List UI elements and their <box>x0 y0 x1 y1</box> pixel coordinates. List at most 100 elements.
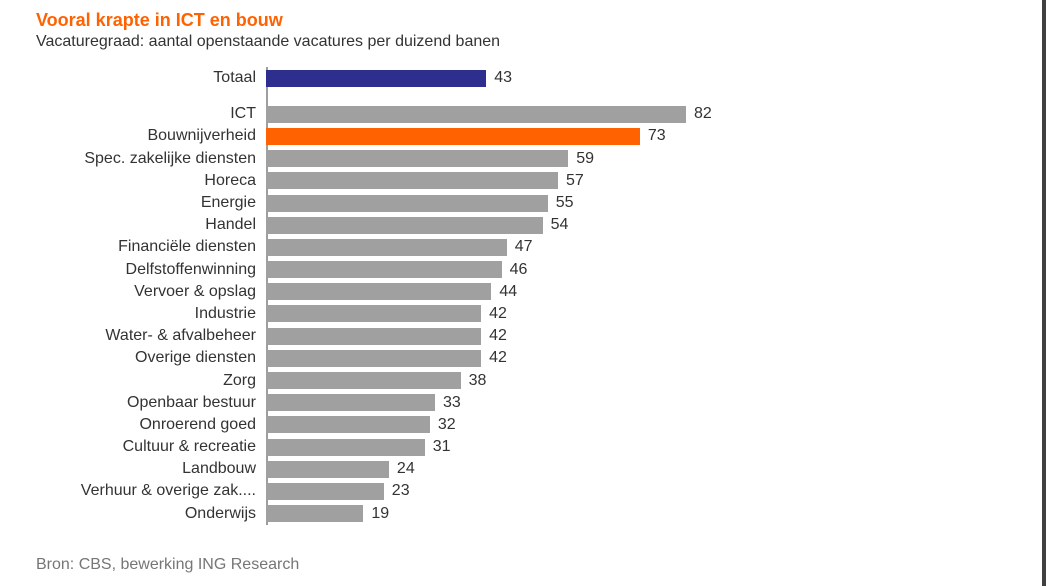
bar-row: Openbaar bestuur 33 <box>36 392 1012 414</box>
bar-value: 23 <box>384 482 410 500</box>
bar-value: 82 <box>686 105 712 123</box>
bar <box>266 239 507 256</box>
bar-value: 42 <box>481 327 507 345</box>
bar-value: 73 <box>640 127 666 145</box>
bar <box>266 350 481 367</box>
bar-zone: 43 <box>266 67 826 89</box>
bar-value: 55 <box>548 194 574 212</box>
bar-value: 42 <box>481 305 507 323</box>
bar-zone: 24 <box>266 458 826 480</box>
bar-value: 44 <box>491 283 517 301</box>
bar-value: 47 <box>507 238 533 256</box>
bar-zone: 54 <box>266 214 826 236</box>
bar <box>266 394 435 411</box>
category-label: Handel <box>36 216 266 234</box>
category-label: Energie <box>36 194 266 212</box>
bar-value: 38 <box>461 372 487 390</box>
chart-title: Vooral krapte in ICT en bouw <box>36 10 1012 31</box>
category-label: Financiële diensten <box>36 238 266 256</box>
bar <box>266 505 363 522</box>
category-label: Overige diensten <box>36 349 266 367</box>
bar-row: Delfstoffenwinning 46 <box>36 259 1012 281</box>
bar-zone: 73 <box>266 125 826 147</box>
category-label: Zorg <box>36 372 266 390</box>
bar <box>266 172 558 189</box>
bar <box>266 261 502 278</box>
bar-row: Cultuur & recreatie 31 <box>36 436 1012 458</box>
bar-value: 24 <box>389 460 415 478</box>
bar-zone: 42 <box>266 303 826 325</box>
bar <box>266 483 384 500</box>
bar-row: Industrie 42 <box>36 303 1012 325</box>
category-label: Cultuur & recreatie <box>36 438 266 456</box>
category-label: Delfstoffenwinning <box>36 261 266 279</box>
group-spacer <box>36 89 1012 103</box>
bar <box>266 283 491 300</box>
bar <box>266 416 430 433</box>
bar-row: Onroerend goed 32 <box>36 414 1012 436</box>
bar <box>266 195 548 212</box>
bar <box>266 106 686 123</box>
bar <box>266 372 461 389</box>
bar-row: Totaal 43 <box>36 67 1012 89</box>
chart-source: Bron: CBS, bewerking ING Research <box>36 556 299 574</box>
bar-row: Zorg 38 <box>36 369 1012 391</box>
bar-row: Verhuur & overige zak.... 23 <box>36 480 1012 502</box>
bar-row: Landbouw 24 <box>36 458 1012 480</box>
bar-row: Overige diensten 42 <box>36 347 1012 369</box>
bar <box>266 328 481 345</box>
bar-zone: 82 <box>266 103 826 125</box>
category-label: Verhuur & overige zak.... <box>36 482 266 500</box>
bar-row: ICT 82 <box>36 103 1012 125</box>
bar-value: 19 <box>363 505 389 523</box>
bar <box>266 128 640 145</box>
chart-subtitle: Vacaturegraad: aantal openstaande vacatu… <box>36 33 1012 51</box>
category-label: Onderwijs <box>36 505 266 523</box>
category-label: Bouwnijverheid <box>36 127 266 145</box>
category-label: ICT <box>36 105 266 123</box>
bar <box>266 217 543 234</box>
bar-value: 43 <box>486 69 512 87</box>
category-label: Totaal <box>36 69 266 87</box>
bar-row: Spec. zakelijke diensten 59 <box>36 148 1012 170</box>
bar-value: 33 <box>435 394 461 412</box>
bar-zone: 19 <box>266 503 826 525</box>
bar-value: 42 <box>481 349 507 367</box>
bar-zone: 59 <box>266 148 826 170</box>
bar-row: Financiële diensten 47 <box>36 236 1012 258</box>
bar-zone: 42 <box>266 325 826 347</box>
bar-row: Water- & afvalbeheer 42 <box>36 325 1012 347</box>
bar-zone: 57 <box>266 170 826 192</box>
bar-row: Handel 54 <box>36 214 1012 236</box>
category-label: Landbouw <box>36 460 266 478</box>
bar-chart: Totaal 43 ICT 82 Bouwnijverheid 73 Spec. zakel… <box>36 67 1012 525</box>
category-label: Vervoer & opslag <box>36 283 266 301</box>
bar-value: 46 <box>502 261 528 279</box>
bar <box>266 150 568 167</box>
bar-row: Energie 55 <box>36 192 1012 214</box>
bar-row: Horeca 57 <box>36 170 1012 192</box>
category-label: Onroerend goed <box>36 416 266 434</box>
bar-zone: 42 <box>266 347 826 369</box>
category-label: Industrie <box>36 305 266 323</box>
bar-value: 57 <box>558 172 584 190</box>
bar-zone: 44 <box>266 281 826 303</box>
bar <box>266 439 425 456</box>
bar-value: 54 <box>543 216 569 234</box>
bar <box>266 461 389 478</box>
bar-zone: 47 <box>266 236 826 258</box>
bar-zone: 33 <box>266 392 826 414</box>
bar-value: 32 <box>430 416 456 434</box>
bar-value: 31 <box>425 438 451 456</box>
bar-zone: 23 <box>266 480 826 502</box>
bar-row: Vervoer & opslag 44 <box>36 281 1012 303</box>
category-label: Spec. zakelijke diensten <box>36 150 266 168</box>
bar-zone: 31 <box>266 436 826 458</box>
category-label: Horeca <box>36 172 266 190</box>
bar-row: Bouwnijverheid 73 <box>36 125 1012 147</box>
bar <box>266 305 481 322</box>
bar-value: 59 <box>568 150 594 168</box>
category-label: Water- & afvalbeheer <box>36 327 266 345</box>
bar-zone: 32 <box>266 414 826 436</box>
category-label: Openbaar bestuur <box>36 394 266 412</box>
